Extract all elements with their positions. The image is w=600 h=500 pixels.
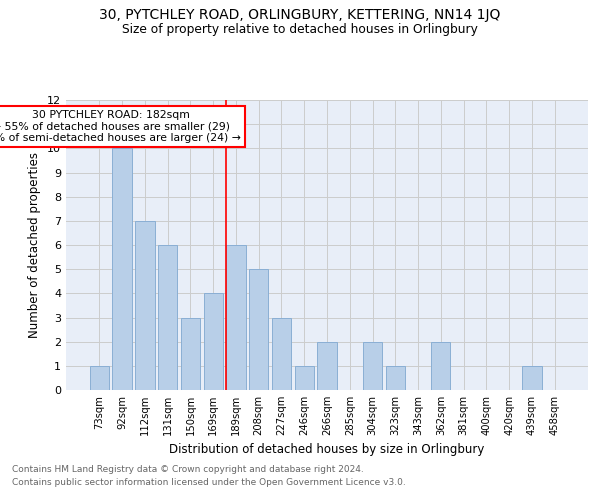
Text: 30 PYTCHLEY ROAD: 182sqm
← 55% of detached houses are smaller (29)
45% of semi-d: 30 PYTCHLEY ROAD: 182sqm ← 55% of detach… bbox=[0, 110, 241, 143]
Bar bbox=[431, 342, 451, 390]
Bar bbox=[135, 221, 155, 390]
Y-axis label: Number of detached properties: Number of detached properties bbox=[28, 152, 41, 338]
Bar bbox=[90, 366, 109, 390]
Bar bbox=[112, 148, 132, 390]
Bar bbox=[363, 342, 382, 390]
Bar bbox=[386, 366, 405, 390]
Bar bbox=[226, 245, 245, 390]
Bar bbox=[272, 318, 291, 390]
Bar bbox=[295, 366, 314, 390]
Bar bbox=[249, 269, 268, 390]
Bar bbox=[203, 294, 223, 390]
Bar bbox=[522, 366, 542, 390]
Text: 30, PYTCHLEY ROAD, ORLINGBURY, KETTERING, NN14 1JQ: 30, PYTCHLEY ROAD, ORLINGBURY, KETTERING… bbox=[100, 8, 500, 22]
Text: Size of property relative to detached houses in Orlingbury: Size of property relative to detached ho… bbox=[122, 22, 478, 36]
Text: Contains HM Land Registry data © Crown copyright and database right 2024.: Contains HM Land Registry data © Crown c… bbox=[12, 466, 364, 474]
Bar bbox=[158, 245, 178, 390]
Text: Contains public sector information licensed under the Open Government Licence v3: Contains public sector information licen… bbox=[12, 478, 406, 487]
Text: Distribution of detached houses by size in Orlingbury: Distribution of detached houses by size … bbox=[169, 442, 485, 456]
Bar bbox=[181, 318, 200, 390]
Bar bbox=[317, 342, 337, 390]
